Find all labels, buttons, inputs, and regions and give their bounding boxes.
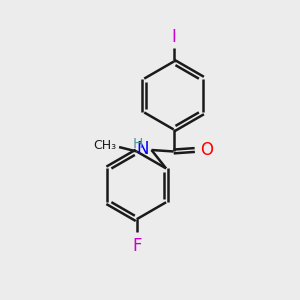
Text: F: F	[132, 237, 142, 255]
Text: I: I	[171, 28, 176, 46]
Text: H: H	[133, 136, 143, 151]
Text: O: O	[200, 141, 213, 159]
Text: CH₃: CH₃	[94, 139, 117, 152]
Text: N: N	[136, 140, 149, 158]
